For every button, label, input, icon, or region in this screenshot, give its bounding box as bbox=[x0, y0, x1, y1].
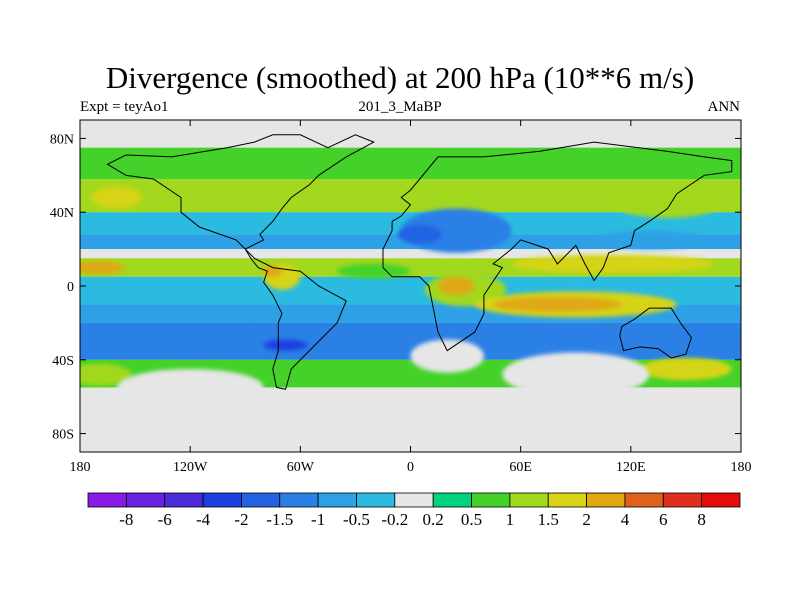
coastline-australia bbox=[619, 307, 692, 359]
colorbar-label: 1.5 bbox=[538, 510, 559, 529]
y-tick-label: 40N bbox=[50, 206, 74, 221]
colorbar-label: -0.2 bbox=[381, 510, 408, 529]
colorbar-label: -2 bbox=[234, 510, 248, 529]
colorbar-box bbox=[164, 492, 204, 508]
field-feature-6 bbox=[397, 225, 442, 244]
field-band-1 bbox=[80, 147, 741, 180]
field-feature-16 bbox=[640, 357, 732, 381]
field-feature-17 bbox=[80, 363, 132, 386]
field-band-9 bbox=[80, 322, 741, 360]
x-tick-label: 60W bbox=[287, 460, 315, 475]
colorbar-label: -1 bbox=[311, 510, 325, 529]
y-tick-label: 80S bbox=[52, 428, 74, 443]
colorbar-label: 0.5 bbox=[461, 510, 482, 529]
colorbar-box bbox=[202, 492, 242, 508]
colorbar-box bbox=[586, 492, 626, 508]
field-feature-11 bbox=[511, 254, 714, 274]
field-feature-13 bbox=[594, 230, 705, 250]
x-tick-label: 120E bbox=[616, 460, 646, 475]
field-feature-18 bbox=[410, 339, 484, 373]
field-feature-1 bbox=[91, 186, 143, 209]
colorbar-box bbox=[662, 492, 703, 508]
colorbar-label: -1.5 bbox=[266, 510, 293, 529]
field-feature-8 bbox=[438, 276, 475, 296]
colorbar-label: -8 bbox=[119, 510, 133, 529]
field-feature-4 bbox=[337, 263, 411, 279]
x-tick-label: 180 bbox=[70, 460, 91, 475]
x-tick-label: 180 bbox=[731, 460, 752, 475]
colorbar-label: 8 bbox=[697, 510, 706, 529]
chart-title: Divergence (smoothed) at 200 hPa (10**6 … bbox=[105, 60, 695, 95]
field-feature-19 bbox=[502, 352, 650, 397]
field-band-12 bbox=[80, 405, 741, 452]
field-feature-10 bbox=[493, 297, 622, 312]
field-layer bbox=[80, 120, 741, 452]
colorbar: -8 -6 -4 -2 -1.5 -1 -0.5 -0.2 0.2 0.5 1 1.5 2 4 6 8 bbox=[87, 492, 741, 529]
field-feature-15 bbox=[263, 339, 308, 351]
colorbar-box bbox=[125, 492, 166, 508]
y-tick-label: 40S bbox=[52, 354, 74, 369]
colorbar-label: 4 bbox=[621, 510, 630, 529]
colorbar-box bbox=[701, 492, 741, 508]
x-tick-label: 0 bbox=[407, 460, 414, 475]
x-tick-label: 120W bbox=[173, 460, 208, 475]
y-tick-label: 80N bbox=[50, 132, 74, 147]
colorbar-box bbox=[471, 492, 511, 508]
colorbar-label: 1 bbox=[506, 510, 515, 529]
colorbar-label: 0.2 bbox=[423, 510, 444, 529]
colorbar-box bbox=[509, 492, 549, 508]
y-tick-label: 0 bbox=[67, 280, 74, 295]
colorbar-label: 2 bbox=[582, 510, 591, 529]
field-band-5 bbox=[80, 249, 741, 259]
colorbar-label: 6 bbox=[659, 510, 668, 529]
colorbar-box bbox=[432, 492, 472, 508]
colorbar-box bbox=[624, 492, 664, 508]
colorbar-box bbox=[279, 492, 319, 508]
colorbar-label: -0.5 bbox=[343, 510, 370, 529]
coastline-eurafrica bbox=[382, 141, 733, 352]
field-feature-20 bbox=[116, 369, 264, 406]
season-label: ANN bbox=[707, 99, 741, 115]
colorbar-box bbox=[241, 492, 281, 508]
case-label: 201_3_MaBP bbox=[358, 99, 442, 115]
colorbar-box bbox=[547, 492, 587, 508]
colorbar-label: -4 bbox=[196, 510, 211, 529]
x-tick-label: 60E bbox=[509, 460, 532, 475]
colorbar-label: -6 bbox=[158, 510, 172, 529]
field-feature-12 bbox=[612, 188, 723, 218]
colorbar-box bbox=[394, 492, 434, 508]
experiment-label: Expt = teyAo1 bbox=[80, 99, 169, 115]
colorbar-box bbox=[356, 492, 396, 508]
coastline-americas bbox=[106, 134, 375, 390]
colorbar-box bbox=[317, 492, 357, 508]
field-feature-0 bbox=[80, 261, 125, 275]
colorbar-box bbox=[87, 492, 127, 508]
